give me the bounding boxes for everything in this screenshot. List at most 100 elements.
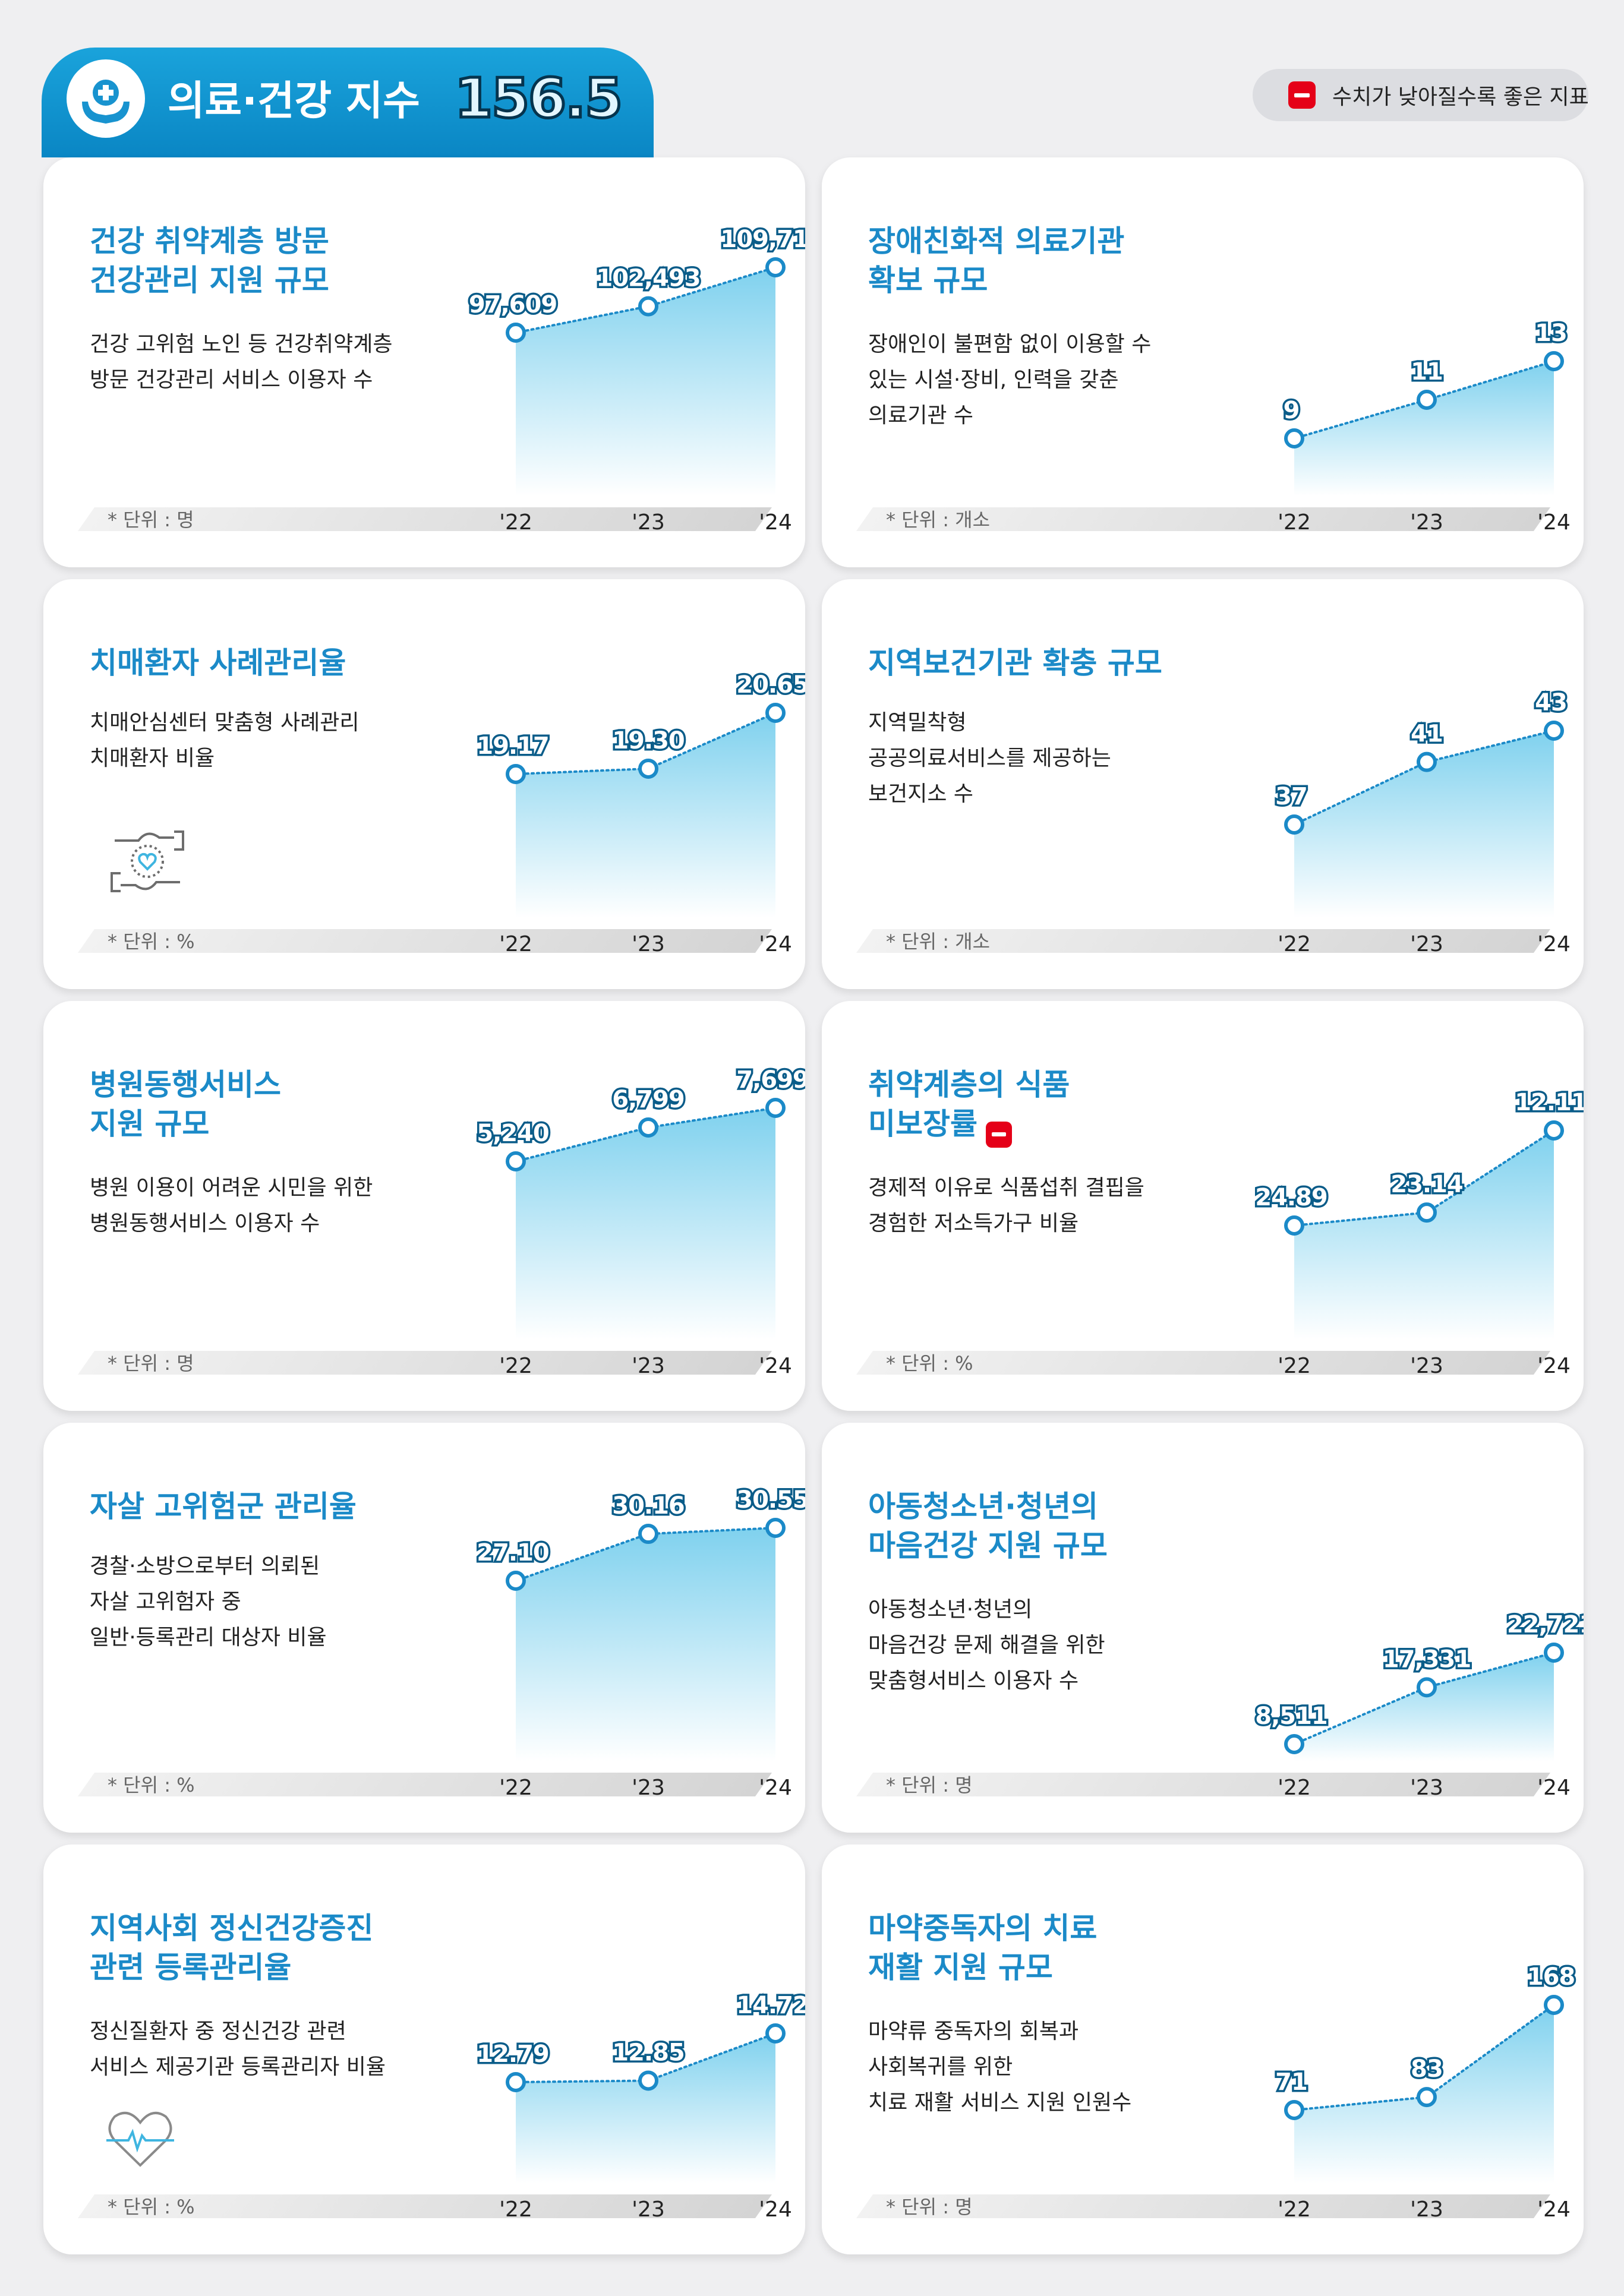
chart-area	[1294, 1130, 1554, 1340]
chart-area	[516, 1108, 775, 1340]
trend-chart: 24.89 '22 23.14 '23 12.11 '24	[1253, 1087, 1584, 1379]
data-label: 168	[1527, 1963, 1575, 1991]
trend-chart: 71 '22 83 '23 168 '24	[1273, 1962, 1578, 2222]
data-label: 97,609	[469, 291, 557, 318]
x-tick-label: '24	[1537, 1354, 1571, 1378]
card-title: 지역보건기관 확충 규모	[868, 643, 1248, 683]
card-title: 장애친화적 의료기관 확보 규모	[868, 222, 1248, 300]
x-tick-label: '23	[632, 1776, 665, 1800]
card-description-line: 서비스 제공기관 등록관리자 비율	[90, 2055, 386, 2079]
data-label: 9	[1284, 397, 1300, 424]
data-point	[765, 2023, 786, 2044]
chart-area	[1294, 1653, 1554, 1761]
x-tick-label: '22	[499, 2197, 532, 2222]
x-tick-label: '23	[632, 510, 665, 535]
data-point	[1544, 1643, 1564, 1663]
data-point	[1417, 1677, 1437, 1698]
card-title-line: 아동청소년·청년의	[868, 1489, 1098, 1524]
card-description-line: 공공의료서비스를 제공하는	[868, 746, 1111, 770]
legend-text: 수치가 낮아질수록 좋은 지표	[1332, 85, 1589, 109]
indicator-card-public-health-centers: 지역보건기관 확충 규모 지역밀착형 공공의료서비스를 제공하는 보건지소 수 * 단위…	[822, 579, 1584, 989]
x-tick-label: '22	[1278, 510, 1311, 535]
data-label: 37	[1275, 783, 1307, 810]
trend-chart: 5,240 '22 6,799 '23 7,699 '24	[475, 1065, 805, 1379]
card-title: 치매환자 사례관리율	[90, 643, 470, 683]
unit-label: * 단위 : %	[108, 2196, 195, 2218]
card-title-line: 취약계층의 식품	[868, 1068, 1070, 1102]
card-title: 마약중독자의 치료 재활 지원 규모	[868, 1909, 1248, 1987]
data-label: 23.14	[1390, 1171, 1463, 1198]
data-label: 71	[1275, 2068, 1307, 2096]
data-point	[765, 1518, 786, 1538]
indicator-card-suicide-risk: 자살 고위험군 관리율 경찰·소방으로부터 의뢰된 자살 고위험자 중 일반·등록관리…	[43, 1423, 805, 1833]
data-label: 5,240	[477, 1120, 549, 1147]
data-point	[1417, 390, 1437, 410]
card-title: 병원동행서비스 지원 규모	[90, 1065, 470, 1144]
x-tick-label: '22	[1278, 2197, 1311, 2222]
indicator-card-visit-health: 건강 취약계층 방문 건강관리 지원 규모 건강 고위험 노인 등 건강취약계층 방문…	[43, 157, 805, 567]
indicator-card-community-mental: 지역사회 정신건강증진 관련 등록관리율 정신질환자 중 정신건강 관련 서비스 제공…	[43, 1845, 805, 2254]
trend-chart: 97,609 '22 102,493 '23 109,710 '24	[466, 224, 805, 535]
card-description: 정신질환자 중 정신건강 관련 서비스 제공기관 등록관리자 비율	[90, 2014, 458, 2085]
card-description-line: 마약류 중독자의 회복과	[868, 2019, 1079, 2044]
chart-area	[516, 267, 775, 496]
data-label: 6,799	[612, 1086, 685, 1113]
data-label: 13	[1535, 320, 1567, 347]
card-title-line: 확보 규모	[868, 263, 988, 298]
data-label: 12.11	[1515, 1089, 1584, 1116]
indicator-card-accessible-hospitals: 장애친화적 의료기관 확보 규모 장애인이 불편함 없이 이용할 수 있는 시설·장비…	[822, 157, 1584, 567]
x-tick-label: '23	[1410, 1354, 1443, 1378]
card-title: 건강 취약계층 방문 건강관리 지원 규모	[90, 222, 470, 300]
card-description-line: 일반·등록관리 대상자 비율	[90, 1625, 327, 1650]
negative-indicator-legend: 수치가 낮아질수록 좋은 지표	[1253, 69, 1589, 121]
data-label: 102,493	[596, 265, 700, 292]
x-tick-label: '24	[1537, 1776, 1571, 1800]
unit-label: * 단위 : %	[108, 1774, 195, 1796]
x-tick-label: '23	[1410, 510, 1443, 535]
card-title-line-with-badge: 미보장률	[868, 1104, 1248, 1148]
card-description-line: 경찰·소방으로부터 의뢰된	[90, 1554, 320, 1578]
chart-area	[1294, 731, 1554, 918]
unit-label: * 단위 : 개소	[886, 930, 991, 953]
data-point	[638, 1524, 658, 1545]
card-title-line: 지역사회 정신건강증진	[90, 1911, 374, 1946]
unit-label: * 단위 : 명	[886, 1774, 973, 1796]
card-description-line: 마음건강 문제 해결을 위한	[868, 1633, 1105, 1657]
data-label: 24.89	[1255, 1184, 1327, 1211]
data-point	[1284, 814, 1304, 835]
card-title-line: 자살 고위험군 관리율	[90, 1489, 357, 1524]
card-title-line: 마약중독자의 치료	[868, 1911, 1098, 1946]
data-point	[1284, 428, 1304, 449]
card-description-line: 지역밀착형	[868, 710, 967, 735]
data-point	[1544, 1120, 1564, 1141]
card-description-line: 의료기관 수	[868, 403, 974, 428]
data-point	[638, 758, 658, 779]
hands-holding-cross-icon	[67, 59, 145, 138]
caring-hands-heart-icon	[103, 817, 192, 908]
data-point	[1417, 1202, 1437, 1223]
data-point	[1544, 351, 1564, 371]
chart-area	[1294, 361, 1554, 496]
data-point	[638, 296, 658, 317]
chart-area	[516, 2033, 775, 2183]
data-point	[1284, 1215, 1304, 1236]
card-title: 자살 고위험군 관리율	[90, 1487, 470, 1526]
x-tick-label: '24	[759, 2197, 792, 2222]
data-label: 20.65	[736, 671, 805, 699]
data-point	[1284, 1734, 1304, 1754]
unit-label: * 단위 : 개소	[886, 509, 991, 531]
x-tick-label: '23	[1410, 1776, 1443, 1800]
indicator-card-food-insecurity: 취약계층의 식품 미보장률 경제적 이유로 식품섭취 결핍을 경험한 저소득가구 비율…	[822, 1001, 1584, 1411]
card-description-line: 경험한 저소득가구 비율	[868, 1211, 1079, 1236]
card-title-line: 미보장률	[868, 1107, 977, 1141]
card-description: 병원 이용이 어려운 시민을 위한 병원동행서비스 이용자 수	[90, 1170, 458, 1242]
card-description-line: 장애인이 불편함 없이 이용할 수	[868, 332, 1152, 356]
indicator-card-drug-rehab: 마약중독자의 치료 재활 지원 규모 마약류 중독자의 회복과 사회복귀를 위한 치료 …	[822, 1845, 1584, 2254]
x-tick-label: '22	[1278, 932, 1311, 956]
data-point	[1544, 721, 1564, 741]
card-title-line: 마음건강 지원 규모	[868, 1528, 1108, 1563]
data-label: 27.10	[477, 1539, 549, 1567]
x-tick-label: '24	[759, 1354, 792, 1378]
unit-label: * 단위 : 명	[108, 1352, 194, 1375]
card-title-line: 치매환자 사례관리율	[90, 646, 346, 680]
